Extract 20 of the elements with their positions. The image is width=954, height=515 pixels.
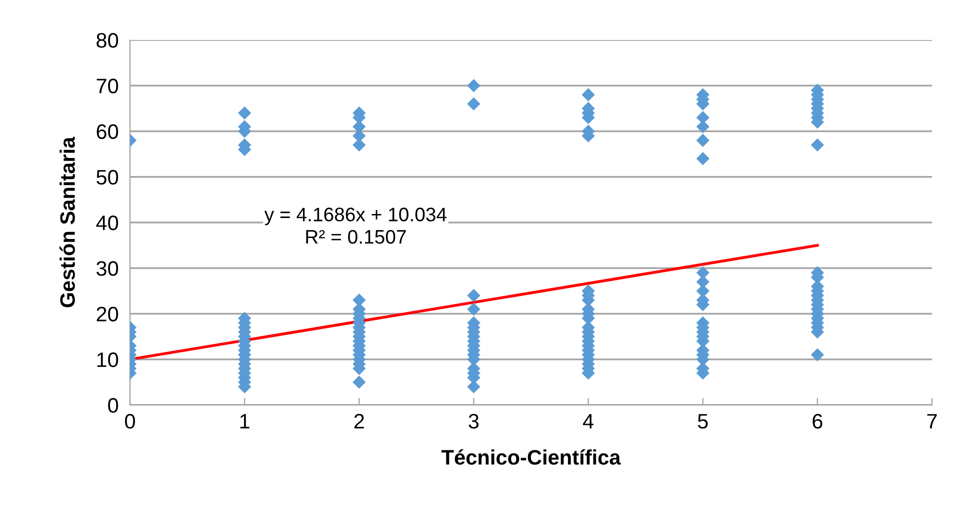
x-tick-label: 0	[125, 414, 135, 429]
x-tick-label: 6	[812, 414, 822, 429]
y-tick-label: 20	[96, 306, 118, 322]
y-tick-label: 60	[96, 124, 118, 140]
y-tick-label: 40	[96, 216, 118, 230]
y-tick-label: 50	[96, 170, 118, 185]
x-tick-label: 4	[582, 414, 594, 428]
x-tick-label: 1	[240, 414, 250, 428]
x-axis-title: Técnico-Científica	[442, 449, 621, 465]
y-tick-label: 80	[96, 33, 118, 48]
x-tick-label: 5	[698, 414, 708, 429]
x-tick-label: 7	[927, 414, 937, 428]
x-tick-label: 2	[354, 414, 364, 428]
y-tick-label: 0	[108, 398, 118, 413]
annotation: y = 4.1686x + 10.034 R² = 0.1507	[264, 208, 446, 244]
y-tick-label: 10	[97, 352, 118, 368]
x-tick-label: 3	[468, 414, 479, 429]
y-axis-title: Gestión Sanitaria	[59, 136, 75, 308]
y-tick-label: 30	[96, 261, 118, 276]
y-tick-label: 70	[96, 78, 118, 94]
